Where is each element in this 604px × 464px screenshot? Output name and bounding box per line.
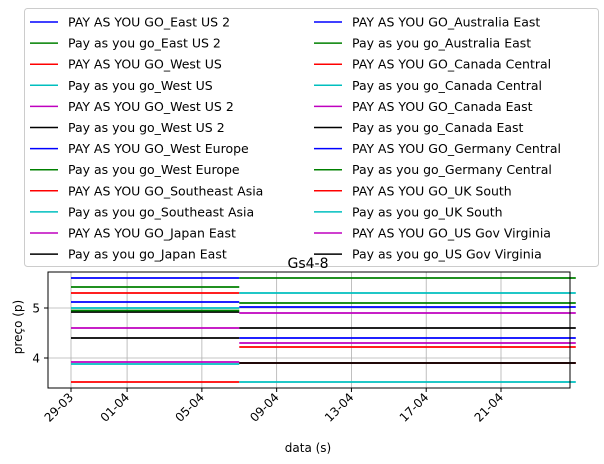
legend-entry: PAY AS YOU GO_US Gov Virginia xyxy=(352,226,551,241)
legend-entry: Pay as you go_Canada Central xyxy=(352,78,542,93)
legend-entry: PAY AS YOU GO_West US 2 xyxy=(68,99,234,114)
legend-entry: Pay as you go_East US 2 xyxy=(68,36,221,51)
y-tick-label: 5 xyxy=(32,302,40,316)
legend-entry: PAY AS YOU GO_West US xyxy=(68,57,222,72)
x-tick-label: 09-04 xyxy=(247,390,282,425)
x-tick-label: 13-04 xyxy=(322,390,357,425)
legend: PAY AS YOU GO_East US 2 Pay as you go_Eas… xyxy=(24,8,599,267)
legend-entry: Pay as you go_Australia East xyxy=(352,36,531,51)
legend-entry: PAY AS YOU GO_Canada Central xyxy=(352,57,551,72)
legend-entry: Pay as you go_Southeast Asia xyxy=(68,204,254,219)
legend-entry: Pay as you go_Germany Central xyxy=(352,162,552,177)
legend-frame xyxy=(24,8,599,267)
x-tick-label: 17-04 xyxy=(397,390,432,425)
legend-entry: Pay as you go_US Gov Virginia xyxy=(352,247,542,262)
x-tick-label: 29-03 xyxy=(42,390,77,425)
legend-entry: PAY AS YOU GO_Japan East xyxy=(68,226,236,241)
legend-entry: Pay as you go_West US xyxy=(68,78,213,93)
x-tick-label: 21-04 xyxy=(472,390,507,425)
legend-entry: Pay as you go_West Europe xyxy=(68,162,240,177)
legend-entry: Pay as you go_Canada East xyxy=(352,120,524,135)
legend-entry: PAY AS YOU GO_Canada East xyxy=(352,99,533,114)
y-axis-label: preço (p) xyxy=(11,300,25,354)
legend-entry: PAY AS YOU GO_East US 2 xyxy=(68,15,230,30)
plot-area: 29-03 01-04 05-04 09-04 13-04 17-04 21-04 4 5 xyxy=(32,271,576,425)
legend-entry: PAY AS YOU GO_Australia East xyxy=(352,15,540,30)
legend-entry: PAY AS YOU GO_Southeast Asia xyxy=(68,183,263,198)
legend-entry: PAY AS YOU GO_West Europe xyxy=(68,141,249,156)
legend-entry: PAY AS YOU GO_Germany Central xyxy=(352,141,561,156)
legend-entry: Pay as you go_Japan East xyxy=(68,247,227,262)
axes-frame xyxy=(47,271,571,389)
legend-entry: PAY AS YOU GO_UK South xyxy=(352,183,512,198)
x-tick-label: 05-04 xyxy=(172,390,207,425)
x-axis-label: data (s) xyxy=(285,441,331,455)
x-tick-label: 01-04 xyxy=(98,390,133,425)
legend-entry: Pay as you go_West US 2 xyxy=(68,120,225,135)
chart-title: Gs4-8 xyxy=(287,256,328,272)
y-tick-label: 4 xyxy=(32,352,40,366)
legend-entry: Pay as you go_UK South xyxy=(352,204,503,219)
